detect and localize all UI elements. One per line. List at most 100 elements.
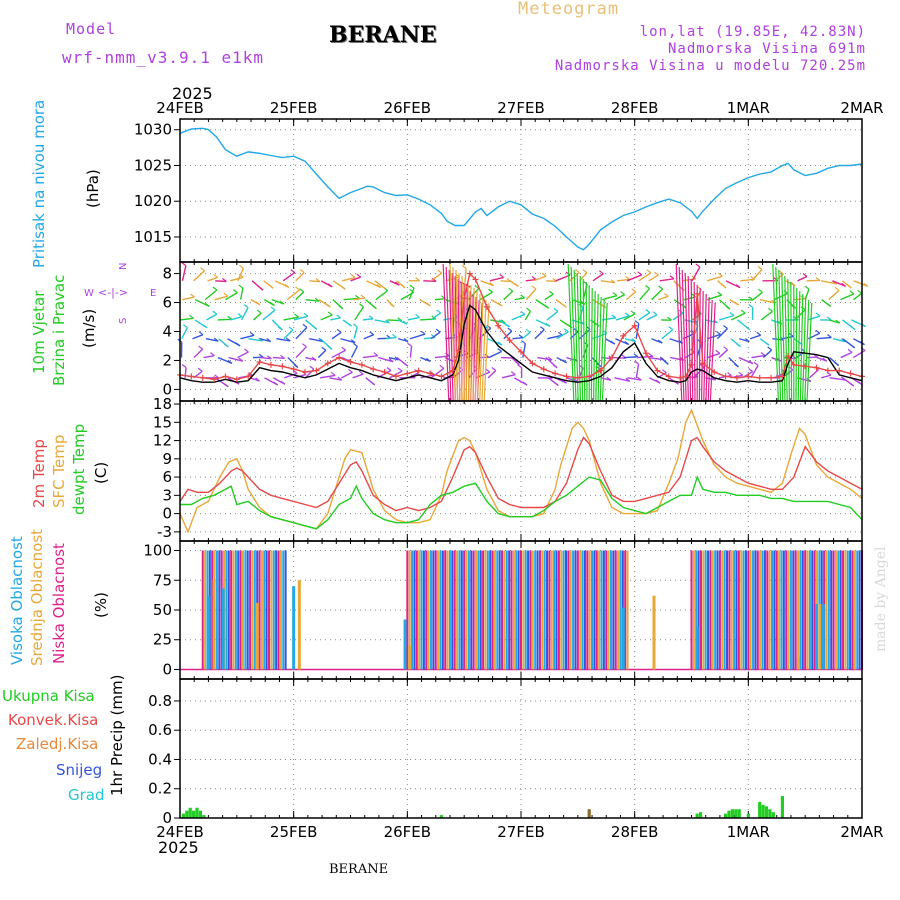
wind-barb-head	[552, 364, 558, 369]
wind-barb-head	[764, 341, 770, 346]
wind-barb-head	[849, 290, 855, 295]
wind-barb-head	[270, 302, 275, 307]
wind-barb-head	[513, 282, 519, 287]
wind-barb	[293, 315, 309, 321]
wind-barb-head	[834, 362, 840, 367]
wind-barb	[547, 334, 563, 340]
wind-barb	[205, 338, 219, 342]
wind-barb-strong	[795, 287, 798, 402]
wind-barb-head	[337, 376, 343, 381]
y-tick-label: 50	[153, 601, 172, 619]
wind-barb	[829, 377, 846, 381]
y-tick-label: 75	[153, 571, 172, 589]
precip-bar	[758, 801, 762, 818]
wind-barb-head	[634, 360, 639, 365]
wind-barb-head	[748, 296, 754, 301]
wind-barb-head	[658, 285, 663, 290]
wind-barb-head	[288, 326, 294, 331]
year-bottom: 2025	[158, 838, 199, 857]
wind-barb-head	[202, 324, 208, 329]
wind-barb	[330, 317, 341, 321]
wind-barb-head	[212, 286, 218, 291]
wind-barb-head	[562, 359, 568, 364]
wind-barb	[217, 356, 233, 364]
wind-barb-head	[227, 315, 233, 320]
precip-bar	[698, 812, 703, 818]
wind-barb	[353, 297, 365, 301]
wind-barb	[362, 354, 378, 359]
wind-barb-head	[402, 320, 408, 325]
wind-barb-strong	[599, 299, 605, 402]
wind-barb-head	[198, 331, 204, 336]
cloud-bar-partial	[796, 657, 800, 670]
wind-barb-head	[270, 306, 276, 311]
wind-barb-head	[190, 293, 195, 298]
wind-barb-head	[525, 328, 531, 333]
wind-barb-head	[303, 312, 309, 317]
wind-barb-head	[822, 357, 828, 362]
wind-barb	[797, 275, 808, 282]
wind-barb-head	[290, 269, 296, 274]
precip-bar	[587, 809, 591, 818]
precip-bar	[764, 806, 769, 818]
wind-barb-head	[394, 281, 400, 286]
wind-barb-head	[645, 285, 650, 290]
wind-barb	[749, 334, 761, 340]
precip-bar	[439, 815, 444, 818]
wind-barb	[295, 291, 305, 301]
wind-barb	[354, 306, 365, 321]
wind-barb-head	[285, 337, 291, 342]
wind-barb	[362, 318, 374, 321]
wind-barb-head	[214, 374, 219, 379]
wind-barb-head	[198, 345, 203, 350]
wind-barb-head	[258, 286, 264, 291]
chart-subtitle: Meteogram	[518, 0, 620, 19]
y-tick-label: 25	[153, 631, 172, 649]
wind-barb	[615, 315, 630, 321]
wind-barb-head	[358, 370, 364, 375]
wind-barb-head	[849, 382, 855, 387]
wind-barb	[203, 354, 215, 359]
wind-barb	[501, 373, 516, 379]
wind-barb-head	[409, 284, 415, 289]
cloud-bar-partial	[255, 602, 259, 670]
wind-barb-head	[386, 367, 392, 371]
wind-barb-strong	[472, 287, 475, 402]
wind-barb-head	[518, 334, 524, 339]
wind-barb-strong	[590, 287, 593, 402]
wind-barb-head	[826, 303, 832, 307]
wind-barb	[750, 365, 759, 379]
wind-barb-head	[646, 269, 652, 274]
wind-barb-head	[531, 285, 537, 290]
wind-barb-head	[302, 323, 308, 328]
wind-barb	[718, 349, 729, 359]
wind-barb-head	[736, 343, 741, 348]
wind-barb	[181, 265, 187, 281]
wind-barb-head	[326, 303, 331, 308]
wind-barb-head	[385, 319, 390, 324]
wind-barb-head	[563, 328, 569, 333]
wind-barb	[623, 313, 636, 321]
wind-barb	[669, 338, 684, 344]
wind-barb-strong	[703, 293, 707, 402]
wind-barb	[286, 289, 300, 301]
wind-barb	[329, 377, 342, 381]
y-tick-label: 12	[153, 432, 172, 450]
wind-barb-head	[279, 300, 285, 305]
wind-barb	[408, 287, 415, 300]
wind-barb-strong	[455, 269, 461, 402]
wind-barb-strong	[784, 275, 788, 402]
wind-barb	[651, 288, 664, 301]
wind-barb-head	[630, 310, 636, 315]
wind-barb	[751, 354, 766, 359]
wind-barb	[659, 278, 675, 282]
precip-bar	[768, 809, 772, 818]
wind-barb-head	[612, 292, 618, 297]
wind-barb	[525, 288, 537, 301]
compass-west: W	[84, 288, 94, 299]
wind-barb	[546, 280, 557, 283]
wind-barb-head	[520, 310, 526, 315]
wind-barb	[420, 374, 435, 379]
